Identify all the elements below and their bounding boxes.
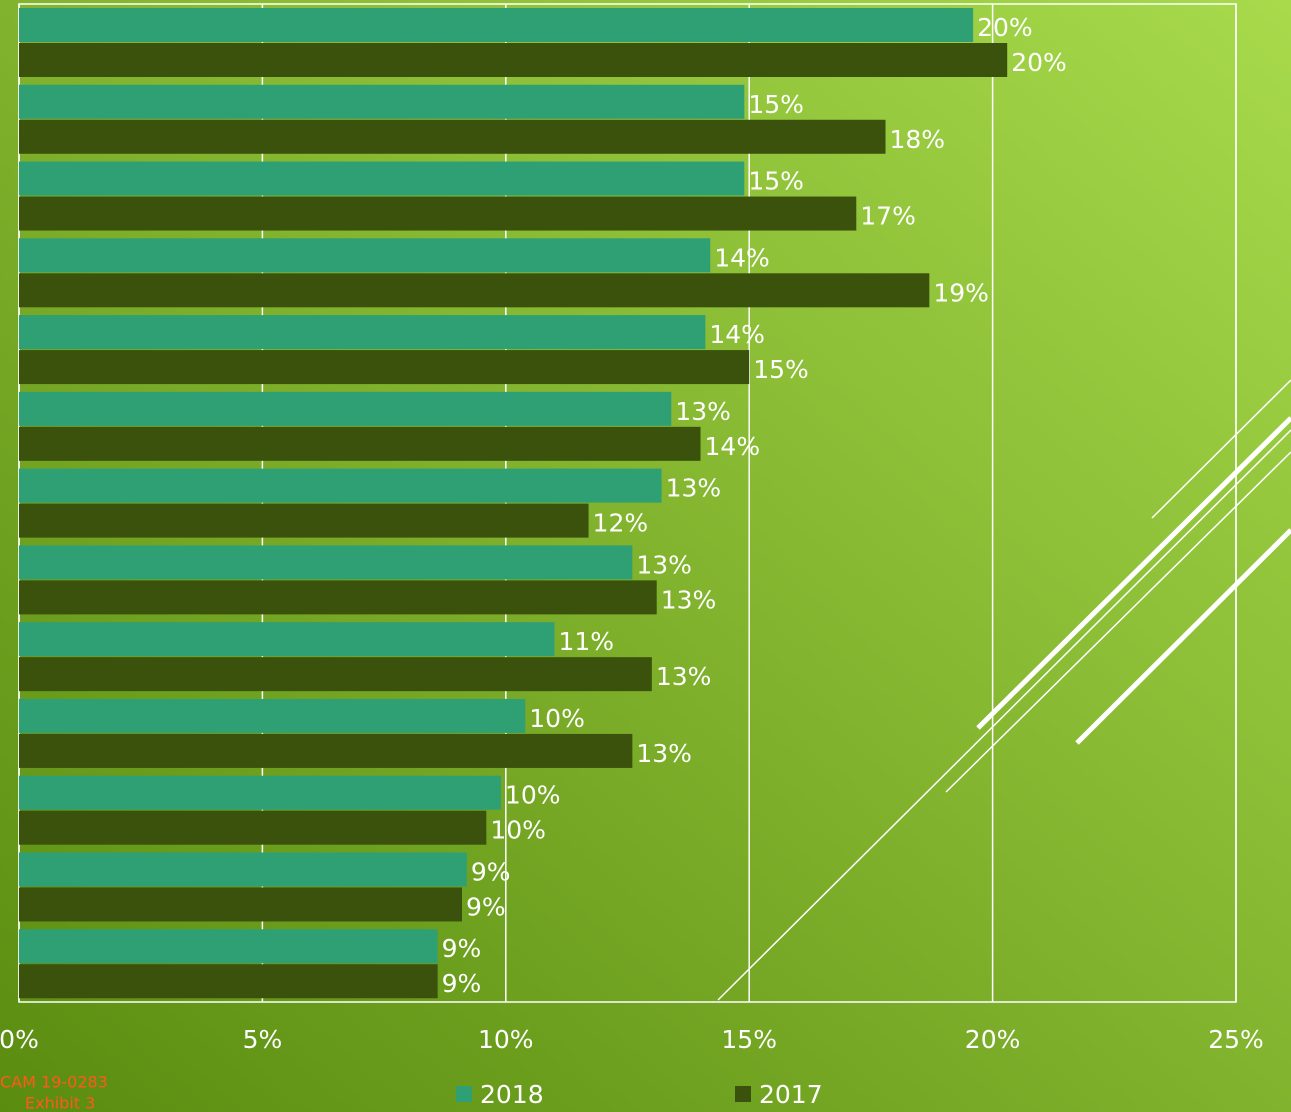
data-label: 9% [471,857,511,886]
data-label: 12% [593,509,649,538]
footnote: CAM 19-0283 [0,1073,108,1092]
data-label: 15% [748,167,804,196]
footnote: Exhibit 3 [25,1094,95,1112]
bar [19,196,857,231]
data-label: 13% [636,739,692,768]
data-label: 10% [529,704,585,733]
bar [19,887,462,922]
data-label: 20% [977,13,1033,42]
data-label: 14% [705,432,761,461]
data-label: 13% [636,550,692,579]
bar [19,775,501,810]
bar [19,468,662,503]
bar [19,698,526,733]
bar [19,350,750,385]
bar [19,580,657,615]
bar [19,84,745,119]
bar [19,161,745,196]
bar [19,657,652,692]
data-label: 9% [466,892,506,921]
bar [19,8,974,42]
bar [19,964,438,999]
decoration [717,379,1291,1001]
x-tick-label: 25% [1208,1025,1264,1054]
bar [19,503,589,538]
bar [19,810,487,845]
bar [19,315,706,350]
legend-swatch [456,1086,472,1102]
bar [19,43,1008,77]
data-label: 10% [490,816,546,845]
data-label: 17% [860,202,916,231]
bar [19,238,711,273]
bar [19,391,672,426]
data-label: 10% [505,781,561,810]
bar [19,622,555,657]
plot-area: 0% 5% 10% 15% 20% 25% 20% 15% 15% 14% 14% 13% 13% 13%… [0,3,1264,1054]
data-label: 19% [933,278,989,307]
legend-label: 2018 [480,1080,544,1109]
x-tick-label: 15% [721,1025,777,1054]
data-label: 20% [1011,48,1067,77]
data-label: 15% [748,90,804,119]
data-label: 13% [675,397,731,426]
x-tick-label: 10% [478,1025,534,1054]
x-tick-label: 0% [0,1025,39,1054]
data-label: 14% [714,243,770,272]
data-label: 18% [890,125,946,154]
x-tick-label: 20% [965,1025,1021,1054]
data-label: 14% [709,320,765,349]
data-label: 15% [753,355,809,384]
bar [19,545,633,580]
data-label: 11% [558,627,614,656]
data-label: 9% [442,934,482,963]
data-label: 13% [666,474,722,503]
bar [19,426,701,461]
data-label: 9% [442,969,482,998]
legend-label: 2017 [759,1080,823,1109]
bar [19,852,467,887]
bar [19,929,438,964]
legend-swatch [735,1086,751,1102]
x-tick-label: 5% [243,1025,283,1054]
data-label: 13% [656,662,712,691]
bar [19,733,633,768]
bar [19,273,930,308]
data-label: 13% [661,585,717,614]
bar [19,119,886,154]
